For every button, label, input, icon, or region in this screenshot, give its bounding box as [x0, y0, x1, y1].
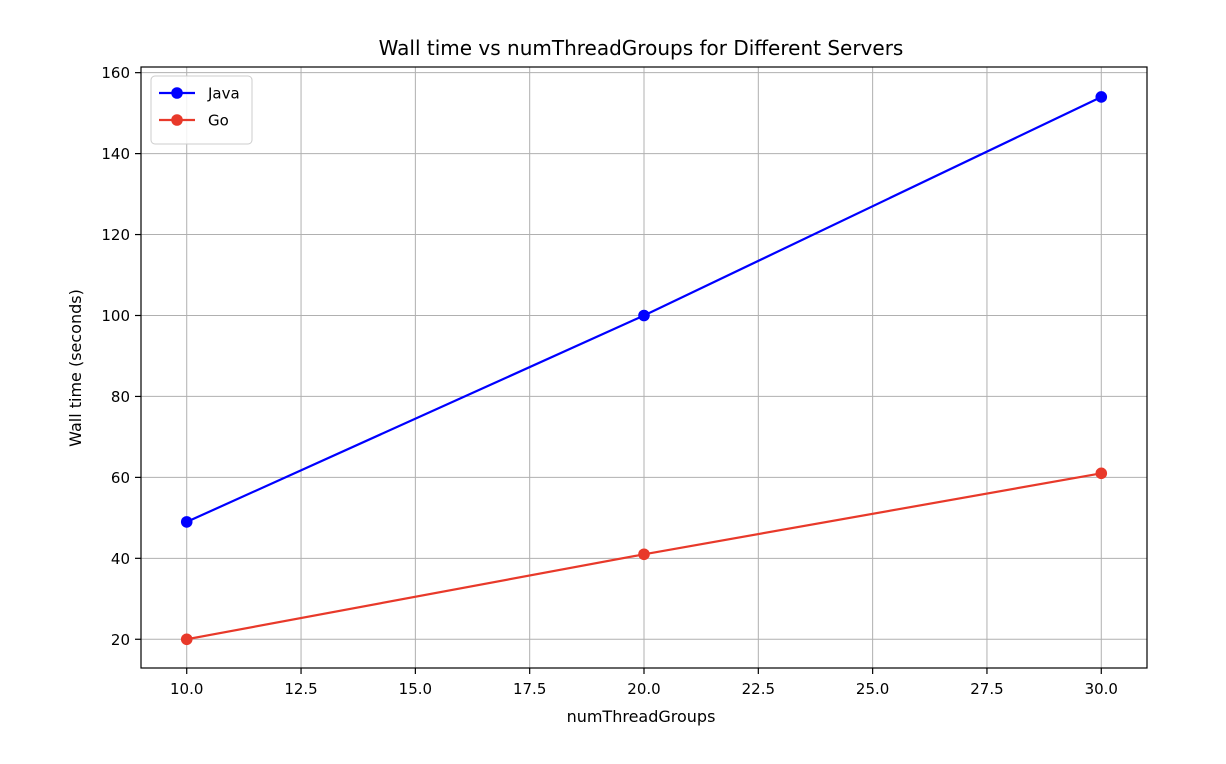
data-point-java: [180, 516, 193, 528]
legend: Java Go: [150, 75, 253, 145]
data-point-go: [638, 548, 650, 561]
x-tick-label: 25.0: [856, 680, 889, 698]
y-tick-label: 60: [111, 469, 130, 487]
y-axis-label: Wall time (seconds): [66, 289, 85, 447]
x-axis-label: numThreadGroups: [567, 707, 716, 726]
y-tick-label: 20: [111, 631, 130, 649]
chart-title: Wall time vs numThreadGroups for Differe…: [379, 36, 904, 60]
y-tick-label: 80: [111, 388, 130, 406]
x-tick-label: 15.0: [399, 680, 432, 698]
x-tick-label: 30.0: [1085, 680, 1118, 698]
legend-label-java: Java: [207, 85, 240, 103]
x-tick-label: 12.5: [284, 680, 317, 698]
legend-marker-java: [171, 87, 183, 99]
legend-marker-go: [171, 114, 183, 126]
x-tick-label: 27.5: [970, 680, 1003, 698]
x-tick-label: 22.5: [742, 680, 775, 698]
legend-label-go: Go: [208, 112, 229, 130]
x-tick-label: 17.5: [513, 680, 546, 698]
data-series: [180, 91, 1108, 646]
y-tick-label: 160: [101, 64, 130, 82]
y-tick-label: 40: [111, 550, 130, 568]
x-tick-label: 10.0: [170, 680, 203, 698]
x-tick-label: 20.0: [627, 680, 660, 698]
tick-marks: 10.0 12.5 15.0 17.5 20.0 22.5 25.0 27.5 30.0 20 40…: [101, 64, 1118, 698]
y-tick-label: 120: [101, 226, 130, 244]
y-tick-label: 100: [101, 307, 130, 325]
data-point-java: [638, 309, 650, 322]
data-point-go: [180, 633, 193, 646]
data-point-java: [1095, 91, 1108, 103]
data-point-go: [1095, 467, 1108, 480]
y-tick-label: 140: [101, 145, 130, 163]
